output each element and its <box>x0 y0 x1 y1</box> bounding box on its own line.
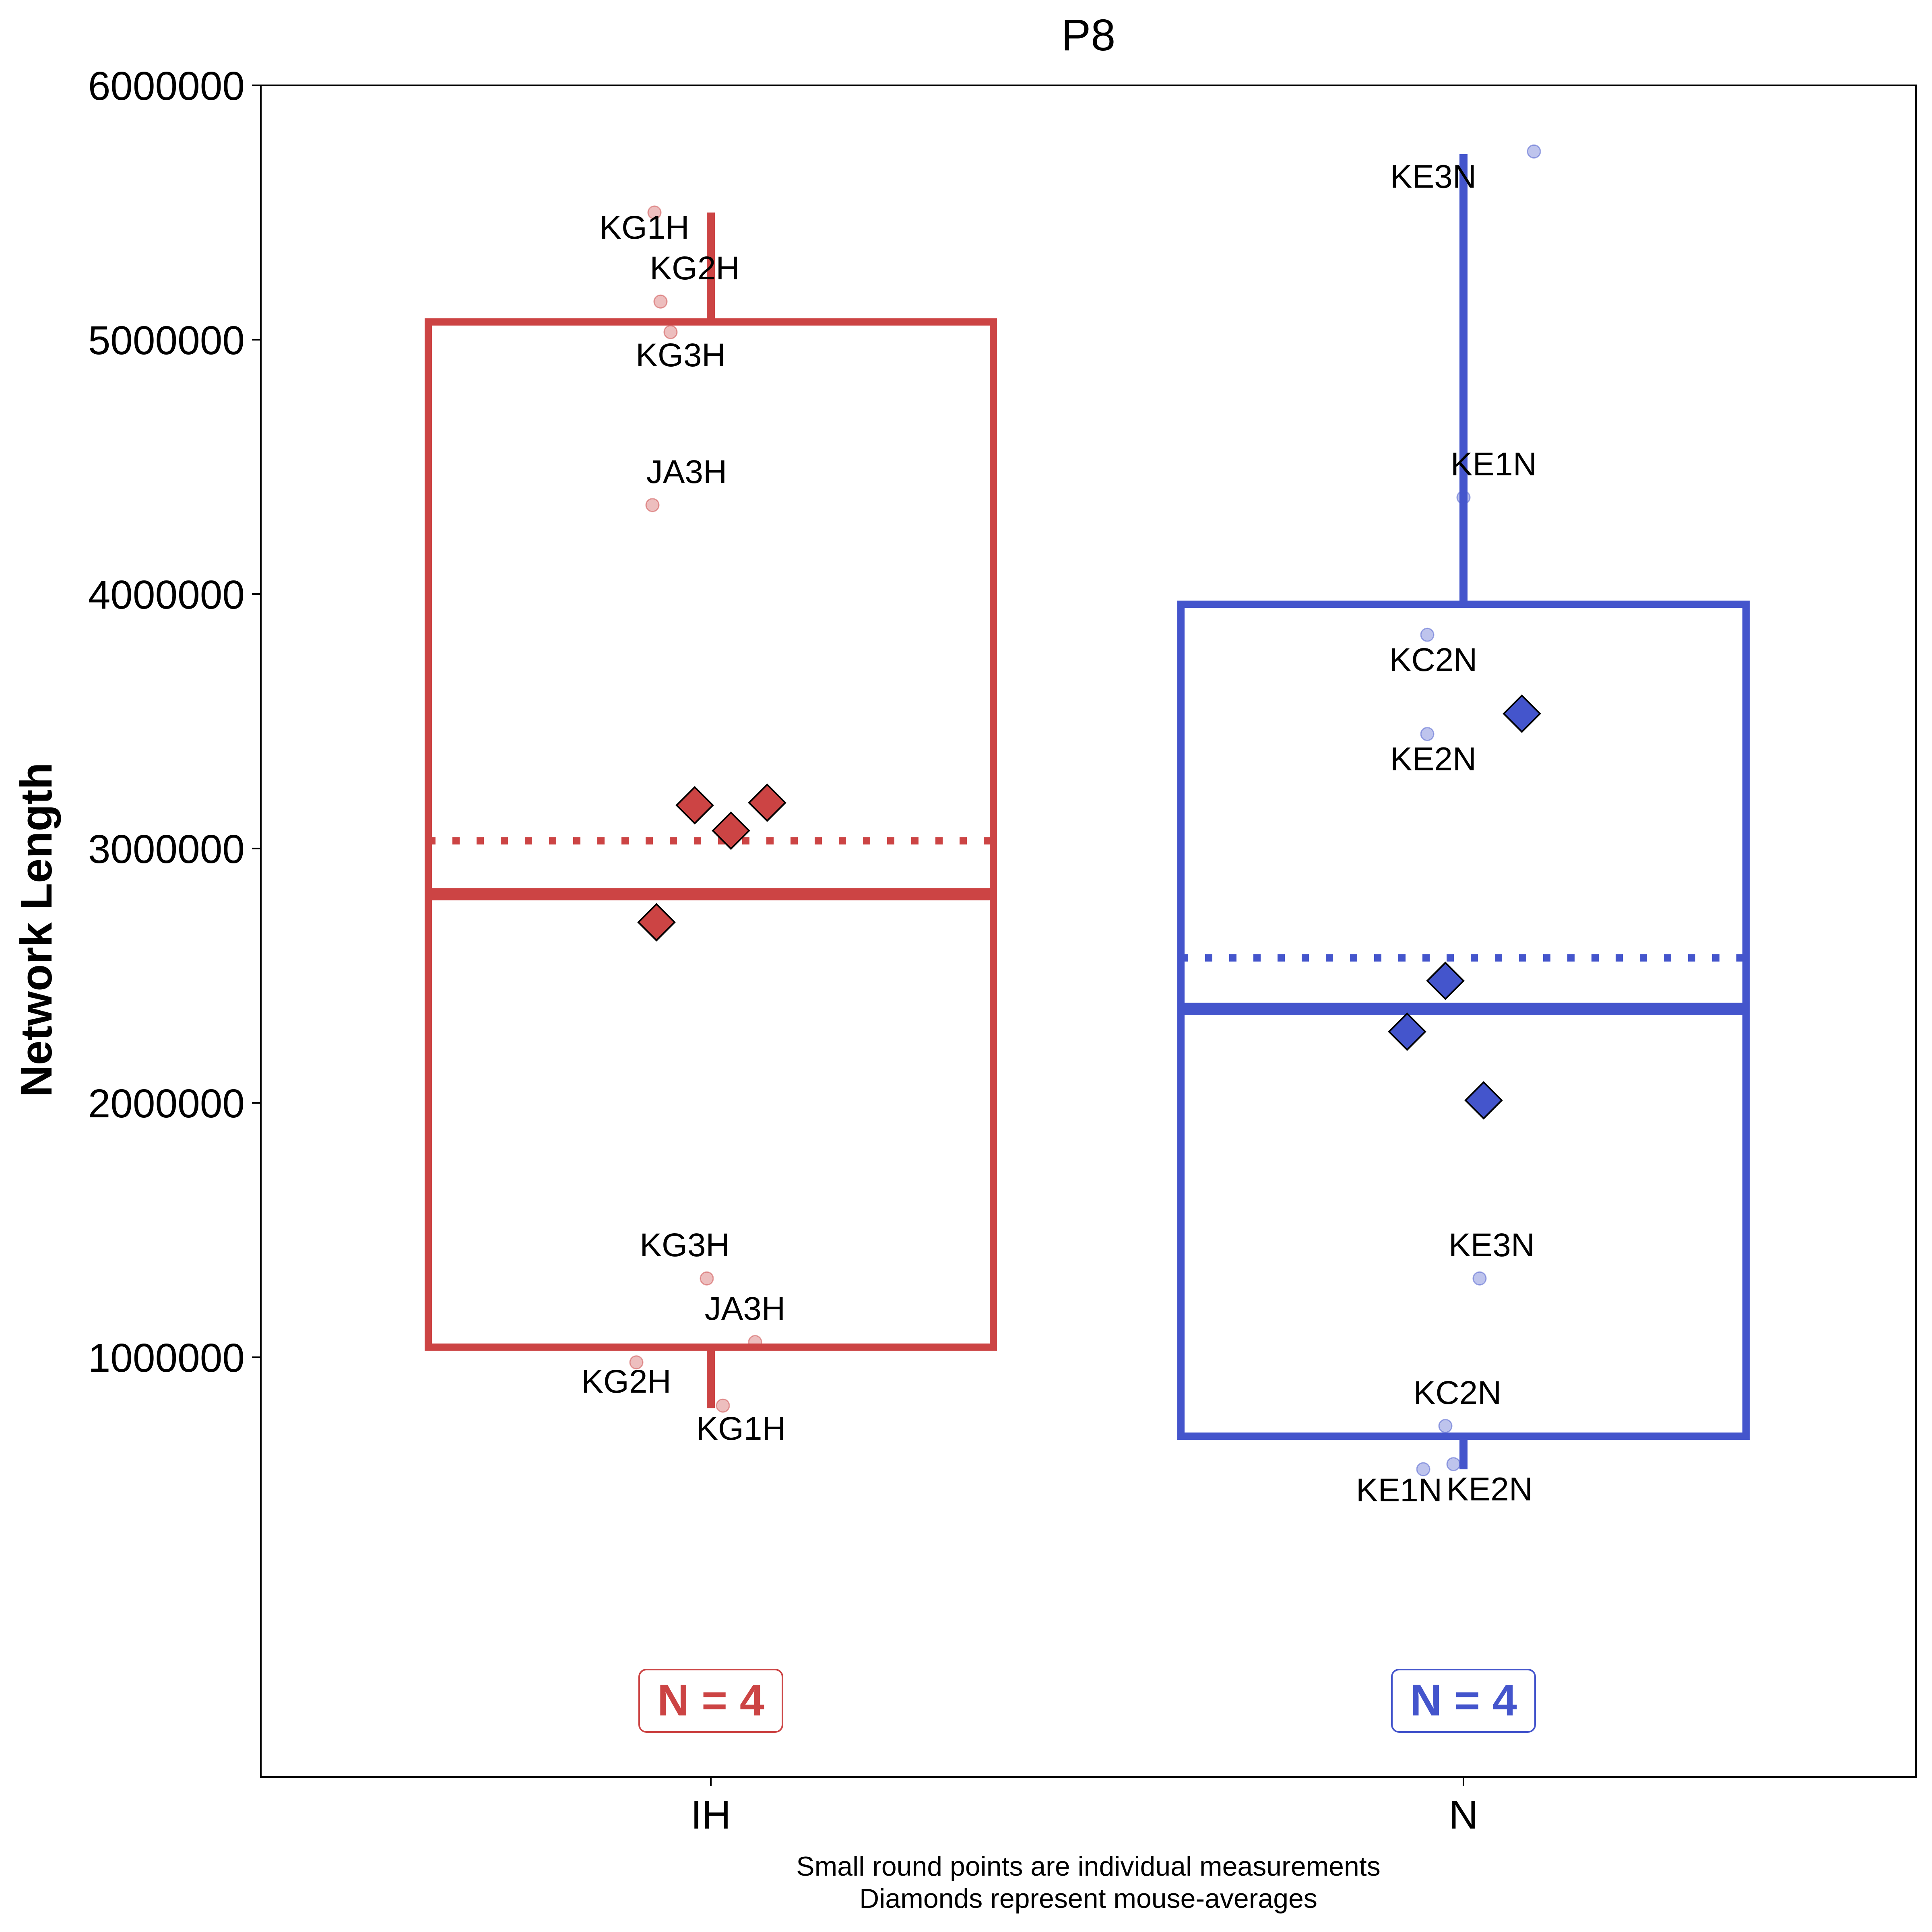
point-label: KG2H <box>650 250 739 287</box>
y-tick-label: 6000000 <box>88 64 245 109</box>
n-label: N = 4 <box>1391 1669 1536 1733</box>
point-label: KE3N <box>1390 158 1476 195</box>
point-label: KG1H <box>696 1410 786 1447</box>
point-label: KE3N <box>1449 1227 1535 1263</box>
n-label-text: N = 4 <box>1410 1676 1517 1725</box>
data-point <box>629 1355 644 1370</box>
plot-frame <box>260 85 1917 1778</box>
box <box>1177 601 1750 1440</box>
mouse-average-diamond <box>1426 961 1465 1000</box>
y-tick-label: 4000000 <box>88 572 245 617</box>
point-label: KE2N <box>1447 1471 1533 1508</box>
data-point <box>647 205 662 220</box>
mouse-average-diamond <box>748 783 786 822</box>
mouse-average-diamond <box>1388 1012 1426 1051</box>
data-point <box>1527 144 1541 159</box>
plot-area: KG1H KG2H KG3H JA3H KG3H JA3H KG2H KG1H N = 4 KE3… <box>425 144 1750 1733</box>
data-point <box>1446 1457 1461 1472</box>
n-label: N = 4 <box>638 1669 783 1733</box>
data-point <box>1420 627 1435 642</box>
data-point <box>716 1398 730 1413</box>
y-tick-label: 3000000 <box>88 827 245 872</box>
x-tick-label: IH <box>691 1792 731 1837</box>
data-point <box>1416 1462 1430 1476</box>
mouse-average-diamond <box>1464 1081 1503 1120</box>
data-point <box>1456 490 1471 505</box>
point-label: KG1H <box>599 209 689 246</box>
data-point <box>1438 1419 1453 1433</box>
point-label: KC2N <box>1414 1375 1502 1411</box>
n-label-box <box>1391 1669 1536 1733</box>
data-point <box>748 1335 762 1349</box>
point-label: KE2N <box>1390 741 1476 778</box>
data-point <box>700 1271 714 1286</box>
mouse-average-diamond <box>637 903 676 942</box>
point-label: KG3H <box>640 1227 729 1263</box>
point-label: KC2N <box>1389 642 1478 678</box>
data-point <box>653 294 668 309</box>
data-point <box>663 325 678 339</box>
y-tick-label: 2000000 <box>88 1081 245 1126</box>
point-label: KG2H <box>581 1363 671 1400</box>
point-label: KE1N <box>1356 1472 1442 1509</box>
box-group-ih: KG1H KG2H KG3H JA3H KG3H JA3H KG2H KG1H N = 4 <box>425 205 997 1733</box>
y-tick-label: 5000000 <box>88 318 245 363</box>
point-label: KE1N <box>1451 446 1537 483</box>
n-label-text: N = 4 <box>657 1676 764 1725</box>
point-label: KG3H <box>636 337 725 374</box>
x-tick-label: N <box>1449 1792 1478 1837</box>
y-axis-label: Network Length <box>12 762 61 1097</box>
box <box>425 318 997 1351</box>
chart-title: P8 <box>1061 10 1116 60</box>
mouse-average-diamond <box>712 811 750 850</box>
point-label: JA3H <box>646 454 727 490</box>
n-label-box <box>638 1669 783 1733</box>
mouse-average-diamond <box>675 786 714 825</box>
data-point <box>1472 1271 1487 1286</box>
data-point <box>645 498 660 512</box>
point-label: JA3H <box>705 1290 786 1327</box>
axes: IH N 1000000 2000000 3000000 4000000 5000000 60… <box>88 64 1478 1837</box>
footnote-line-2: Diamonds represent mouse-averages <box>859 1883 1317 1914</box>
y-tick-label: 1000000 <box>88 1335 245 1381</box>
footnote-line-1: Small round points are individual measur… <box>796 1851 1380 1882</box>
data-point <box>1420 727 1435 741</box>
mouse-average-diamond <box>1503 694 1541 733</box>
